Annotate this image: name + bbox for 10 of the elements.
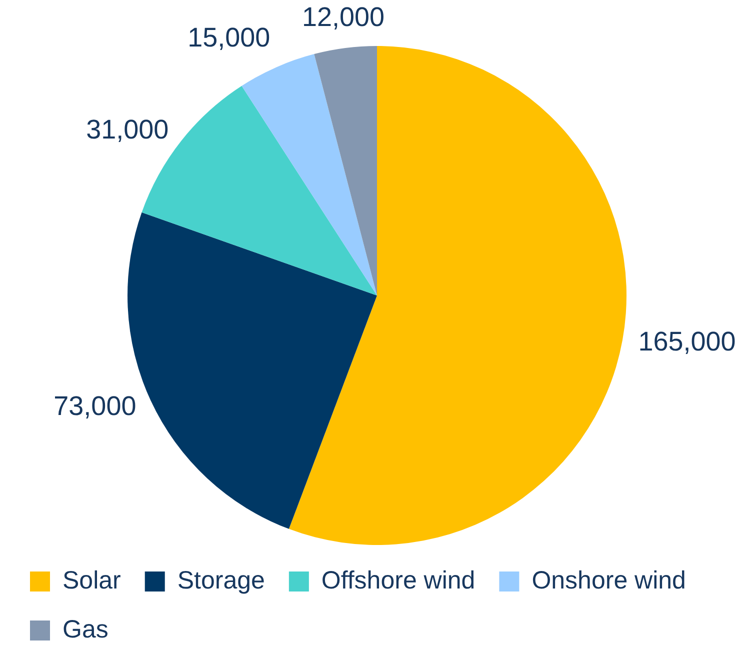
legend-label: Offshore wind [321,566,476,594]
legend-label: Storage [177,566,265,594]
data-label: 73,000 [54,390,136,421]
data-label: 15,000 [188,22,270,52]
data-label: 31,000 [86,114,169,144]
legend-label: Solar [62,566,121,594]
data-label: 12,000 [302,2,385,32]
data-label: 165,000 [638,326,736,357]
legend-label: Gas [62,615,108,644]
legend-label: Onshore wind [532,566,686,594]
